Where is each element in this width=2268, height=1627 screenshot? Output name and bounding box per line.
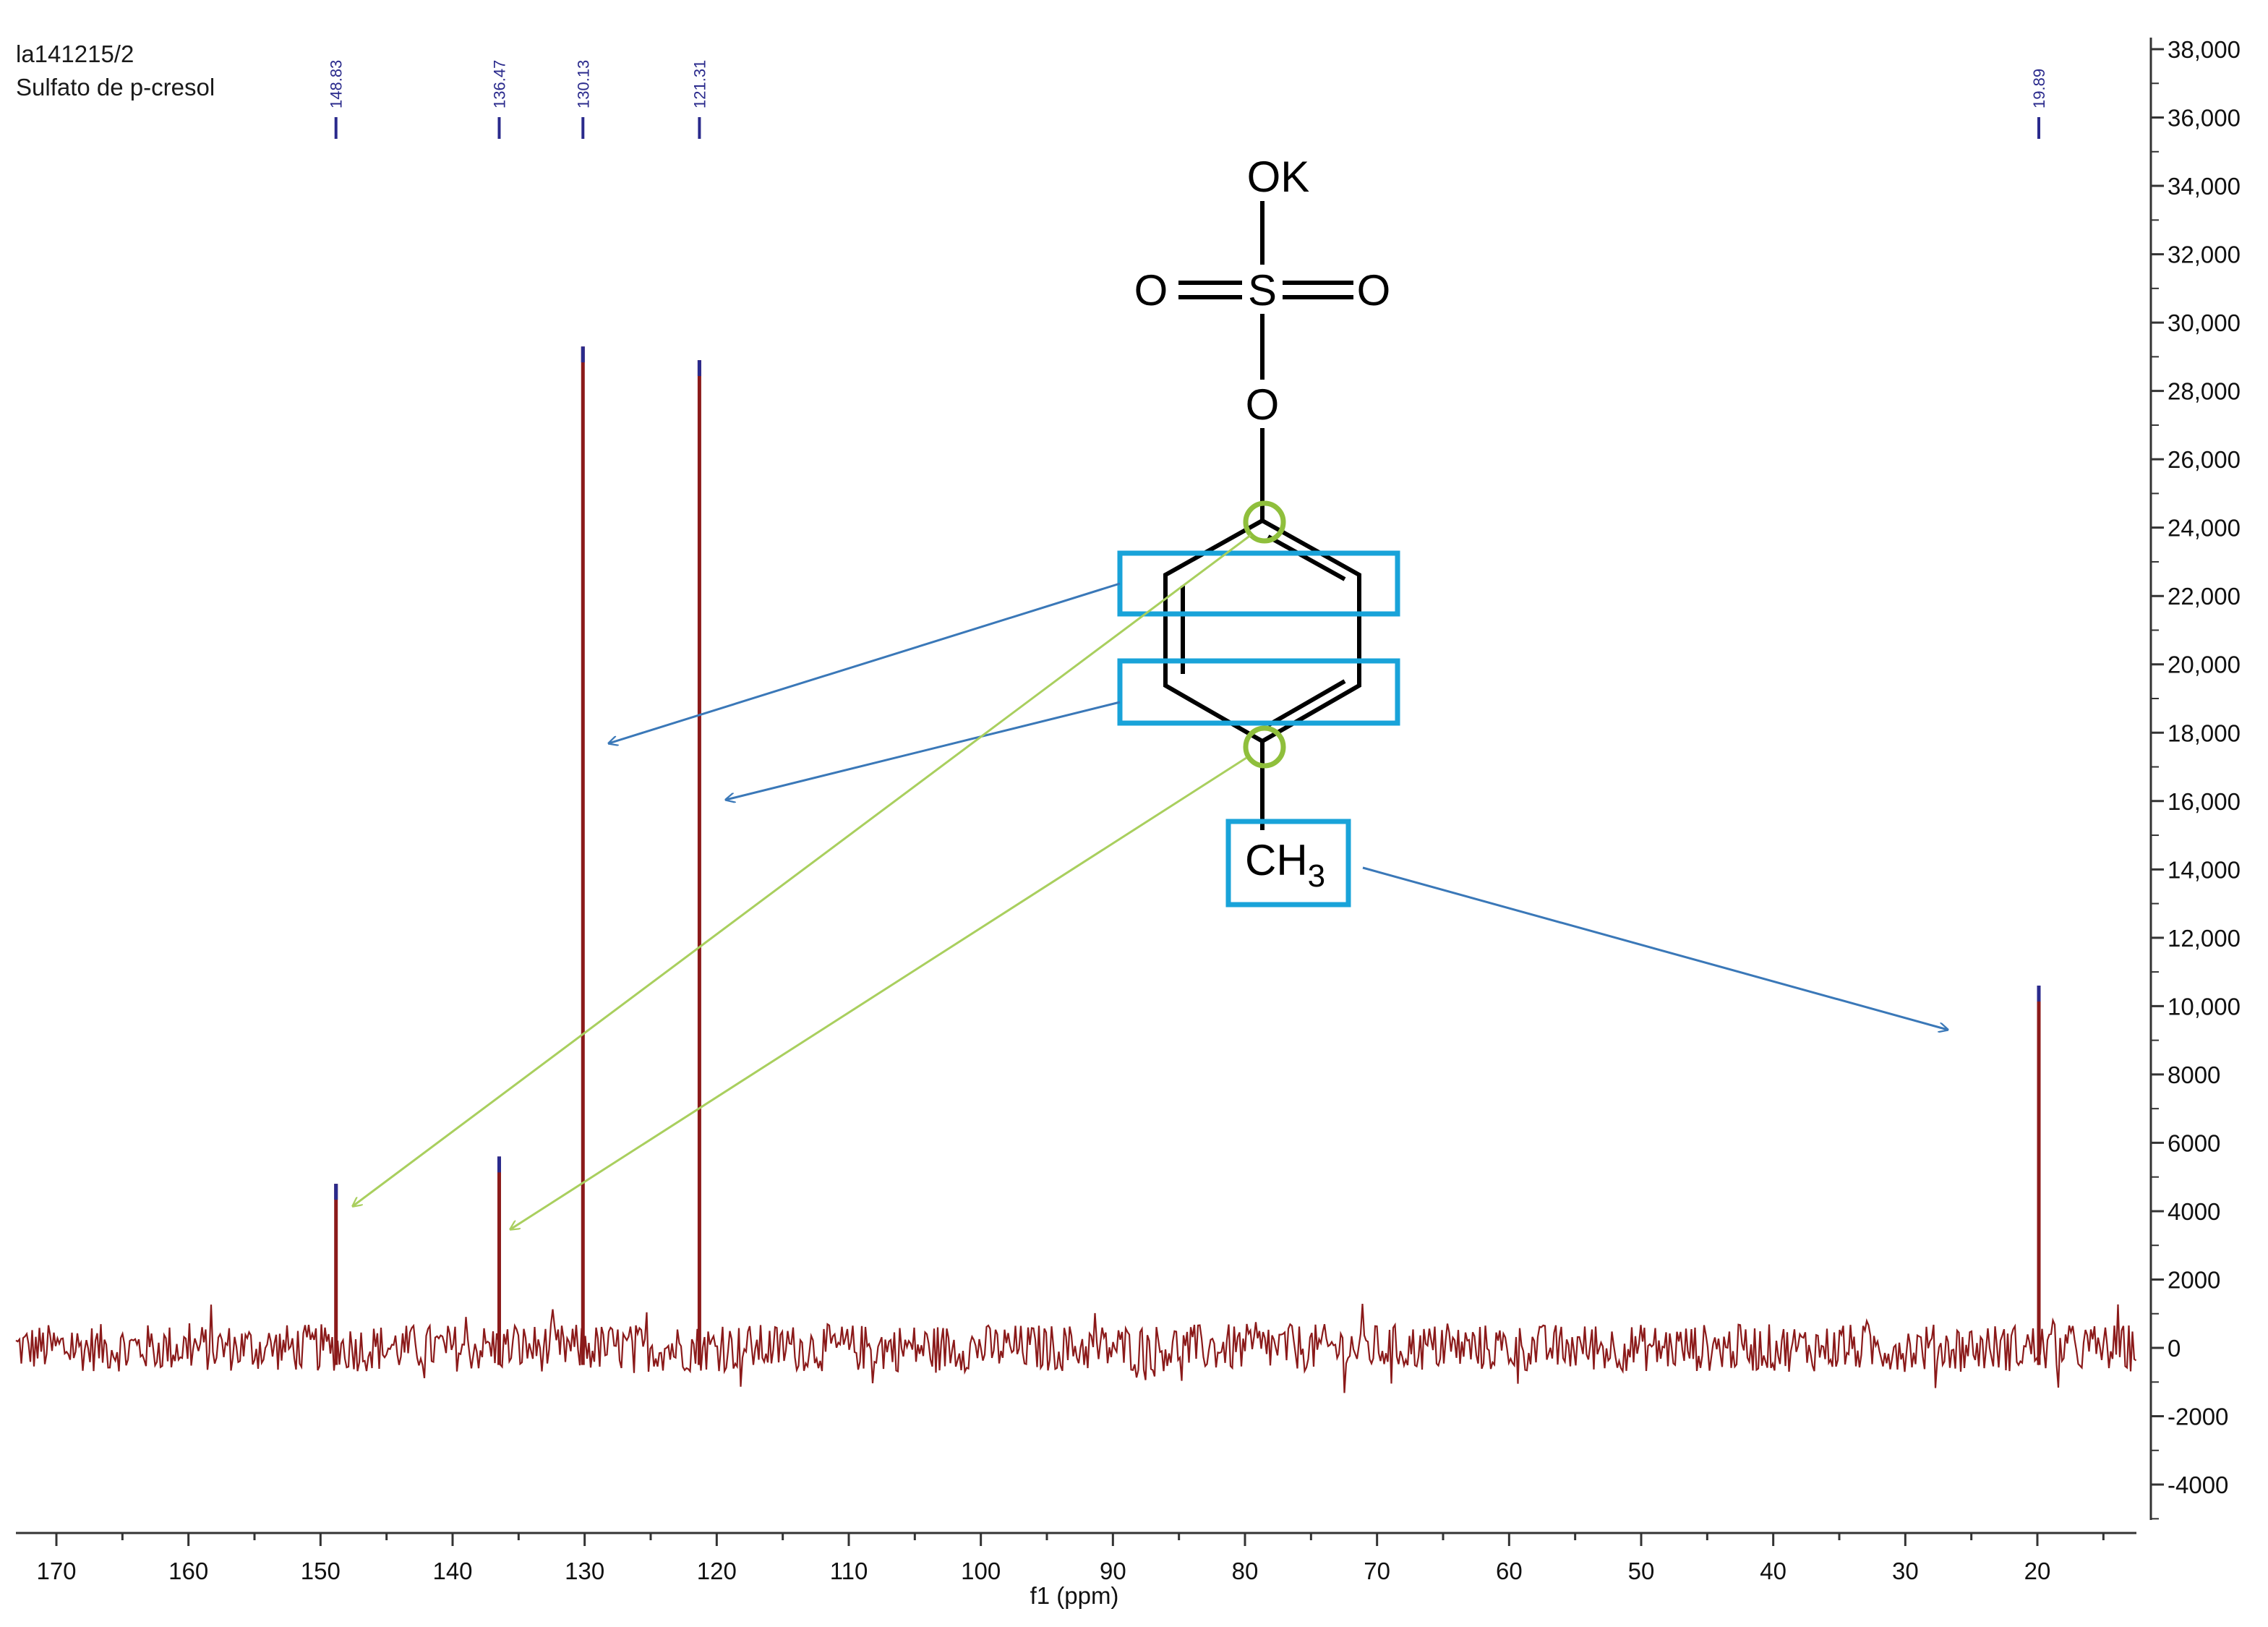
y-tick-label: 8000 [2168, 1062, 2220, 1088]
x-axis-ticks: 170 160 150 140 130 120 110 100 90 80 70 60 50 40 30 20 [36, 1533, 2105, 1584]
methyl-subscript: 3 [1308, 858, 1325, 894]
arrow-ortho-to-130 [609, 582, 1121, 743]
peak-label-1: 136.47 [490, 60, 508, 108]
x-tick-label: 150 [301, 1558, 341, 1584]
y-tick-label: 30,000 [2168, 309, 2241, 336]
y-tick-label: 38,000 [2168, 36, 2241, 63]
y-tick-label: 22,000 [2168, 583, 2241, 610]
methyl-ch: CH [1245, 836, 1308, 884]
peak-label-3: 121.31 [690, 60, 709, 108]
x-tick-label: 120 [697, 1558, 737, 1584]
y-tick-label: 14,000 [2168, 856, 2241, 883]
x-tick-label: 60 [1496, 1558, 1523, 1584]
x-tick-label: 70 [1364, 1558, 1390, 1584]
x-tick-label: 140 [432, 1558, 472, 1584]
circle-ipso-carbon [1243, 500, 1286, 544]
sample-id: la141215/2 [16, 40, 134, 67]
x-tick-label: 130 [565, 1558, 604, 1584]
y-tick-label: 36,000 [2168, 105, 2241, 132]
x-tick-label: 160 [168, 1558, 208, 1584]
arrow-para-to-136 [510, 756, 1247, 1229]
x-tick-label: 40 [1760, 1558, 1786, 1584]
peak-label-0: 148.83 [328, 60, 346, 108]
y-tick-label: 28,000 [2168, 378, 2241, 405]
peaks [334, 346, 2041, 1365]
atom-o-left: O [1134, 266, 1168, 315]
ring-double-bond-bottom [1267, 679, 1346, 727]
baseline-noise-trace [15, 1304, 2137, 1393]
x-tick-label: 100 [961, 1558, 1001, 1584]
ring-double-bond-top [1267, 534, 1346, 581]
x-tick-label: 80 [1232, 1558, 1259, 1584]
box-methyl [1225, 819, 1351, 908]
peak-label-4: 19.89 [2030, 69, 2048, 108]
arrow-methyl-to-20 [1362, 866, 1948, 1030]
box-ortho-ch [1117, 550, 1400, 617]
arrow-ipso-to-149 [353, 534, 1251, 1206]
circle-para-carbon [1243, 725, 1286, 769]
atom-ok: OK [1247, 153, 1310, 201]
y-tick-label: 26,000 [2168, 446, 2241, 473]
molecule-labels: OK S O O O CH3 [1134, 153, 1391, 894]
y-axis-ticks: -4000 -2000 0 2000 4000 6000 8000 10,000 12,000 1… [2151, 36, 2241, 1520]
atom-s: S [1248, 266, 1277, 315]
atom-o-right: O [1357, 266, 1391, 315]
compound-name: Sulfato de p-cresol [16, 74, 215, 101]
y-tick-label: 0 [2168, 1335, 2181, 1362]
y-tick-label: 4000 [2168, 1198, 2220, 1225]
y-tick-label: -4000 [2168, 1472, 2228, 1498]
y-tick-label: 32,000 [2168, 242, 2241, 268]
y-tick-label: 12,000 [2168, 925, 2241, 952]
y-tick-label: 6000 [2168, 1129, 2220, 1156]
y-tick-label: 20,000 [2168, 652, 2241, 678]
y-tick-label: -2000 [2168, 1404, 2228, 1430]
assignment-annotations [353, 500, 1948, 1229]
atom-o-ester: O [1246, 380, 1280, 429]
y-tick-label: 18,000 [2168, 719, 2241, 746]
x-tick-label: 30 [1892, 1558, 1919, 1584]
x-axis-title: f1 (ppm) [1030, 1582, 1119, 1609]
x-tick-label: 170 [36, 1558, 76, 1584]
methyl-label: CH3 [1245, 836, 1325, 894]
molecule-structure [1163, 201, 1361, 830]
x-tick-label: 90 [1100, 1558, 1126, 1584]
y-tick-label: 34,000 [2168, 173, 2241, 200]
peak-labels: 148.83 136.47 130.13 121.31 19.89 [328, 60, 2048, 139]
spectrum-header: la141215/2 Sulfato de p-cresol [16, 38, 215, 104]
y-tick-label: 24,000 [2168, 515, 2241, 542]
peak-label-2: 130.13 [574, 60, 592, 108]
arrow-meta-to-121 [726, 701, 1121, 800]
y-tick-label: 10,000 [2168, 993, 2241, 1020]
box-meta-ch [1117, 658, 1400, 726]
x-tick-label: 20 [2024, 1558, 2051, 1584]
y-tick-label: 2000 [2168, 1266, 2220, 1293]
x-tick-label: 50 [1628, 1558, 1655, 1584]
y-tick-label: 16,000 [2168, 788, 2241, 815]
baseline-noise [15, 1304, 2137, 1393]
x-tick-label: 110 [830, 1558, 868, 1584]
